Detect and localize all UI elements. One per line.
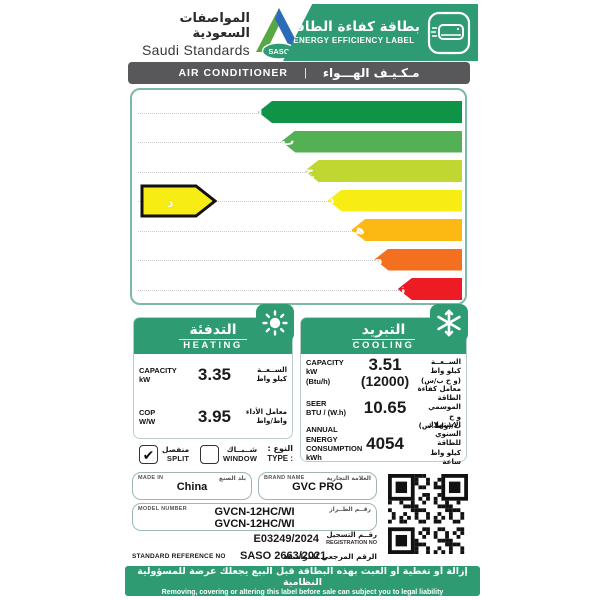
- type-label: النوع : TYPE :: [267, 444, 293, 464]
- registration-label-en: REGISTRATION NO: [326, 539, 377, 546]
- model-value-line2: GVCN-12HC/WI: [214, 518, 295, 530]
- legal-text-arabic: إزالة أو تغطية أو العبث بهذه البطاقة قبل…: [137, 566, 468, 588]
- model-label-ar: رقــم الطــراز: [329, 506, 371, 513]
- seer-row: SEER BTU / (W.h) 10.65 معامل كفاءة الطاقة…: [306, 385, 461, 430]
- qr-code: [388, 468, 468, 560]
- grade-letter: ج: [304, 163, 314, 179]
- grade-letter: هـ: [351, 222, 365, 238]
- label-title-arabic: بطاقة كفاءة الطاقة: [287, 19, 420, 36]
- model-label-en: MODEL NUMBER: [138, 506, 188, 512]
- cooling-section: التبريد COOLING CAPACITY kW (Btu/h) 3.51 (1…: [300, 304, 468, 466]
- grade-row: و: [132, 245, 465, 276]
- product-type-bar: AIR CONDITIONER | مـكـيـف الهـــواء: [128, 62, 470, 84]
- heating-header: التدفئة HEATING: [134, 304, 294, 354]
- brand-value: GVC PRO: [292, 481, 343, 493]
- split-option: ✔ منفصل SPLIT: [139, 445, 189, 464]
- made-in-label-ar: بلد الصنع: [218, 475, 246, 482]
- heating-title-arabic: التدفئة: [179, 322, 247, 340]
- cop-label: COP: [139, 407, 156, 417]
- brand-box: BRAND NAME العلامة التجارية GVC PRO: [258, 472, 377, 500]
- standard-label-en: STANDARD REFERENCE NO: [132, 553, 226, 560]
- divider: |: [303, 67, 307, 79]
- cooling-capacity-value: 3.51: [368, 354, 402, 374]
- grade-row: د: [132, 186, 465, 217]
- standard-reference-row: STANDARD REFERENCE NO SASO 2663/2021 الر…: [132, 549, 377, 564]
- sun-icon: [256, 304, 294, 342]
- registration-value: E03249/2024: [253, 533, 319, 545]
- heating-capacity-row: CAPACITY kW 3.35 الســعــة كيلو واط: [139, 365, 287, 385]
- grade-arrow: ب: [281, 130, 462, 153]
- heating-cop-row: COP W/W 3.95 معامل الأداء واط/واط: [139, 407, 287, 427]
- current-grade-pointer: د: [140, 184, 218, 217]
- legal-text-english: Removing, covering or altering this labe…: [161, 589, 444, 596]
- saso-logo-text: SASO: [268, 47, 289, 56]
- model-box: MODEL NUMBER رقــم الطــراز GVCN-12HC/WI…: [132, 503, 377, 531]
- grade-arrow: و: [374, 248, 462, 271]
- made-in-label-en: MADE IN: [138, 475, 164, 481]
- grade-row: ب: [132, 127, 465, 158]
- grade-letter: د: [327, 193, 335, 208]
- heating-section: التدفئة HEATING CAPACITY kW 3.35 الســعــ…: [133, 304, 294, 439]
- registration-label-ar: رقــم التسجيل: [326, 531, 377, 539]
- heating-capacity-unit: kW: [139, 375, 151, 384]
- grade-arrow: أ: [258, 101, 462, 123]
- cooling-title-arabic: التبريد: [351, 322, 416, 340]
- label-title-english: ENERGY EFFICIENCY LABEL: [293, 35, 415, 45]
- snowflake-icon: [430, 304, 468, 342]
- annual-energy-value: 4054: [366, 434, 404, 454]
- grade-letter: أ: [258, 104, 263, 120]
- efficiency-scale-box: أ ب ج د هـ و ز د: [130, 88, 467, 305]
- current-grade-letter: د: [166, 193, 174, 211]
- heating-capacity-value: 3.35: [197, 365, 232, 385]
- authority-name-english: Saudi Standards: [141, 41, 250, 58]
- seer-label: SEER: [306, 398, 327, 408]
- air-conditioner-icon: [427, 11, 471, 54]
- grade-row: ج: [132, 156, 465, 187]
- grade-row: هـ: [132, 215, 465, 246]
- product-name-english: AIR CONDITIONER: [178, 67, 288, 79]
- made-in-box: MADE IN بلد الصنع China: [132, 472, 252, 500]
- saudi-standards-wordmark: المواصفات السعودية Saudi Standards: [124, 11, 250, 58]
- grade-row: ز: [132, 274, 465, 305]
- brand-label-ar: العلامة التجارية: [326, 475, 371, 482]
- annual-energy-row: ANNUAL ENERGY CONSUMPTION kWh 4054 الاستهل…: [306, 421, 461, 466]
- made-in-value: China: [176, 481, 208, 493]
- grade-letter: ب: [281, 134, 295, 149]
- seer-value: 10.65: [363, 398, 407, 418]
- heating-title-english: HEATING: [183, 340, 243, 351]
- grade-row: أ: [132, 97, 465, 128]
- seer-unit: BTU / (W.h): [306, 408, 346, 417]
- cop-unit: W/W: [139, 417, 156, 426]
- model-value-line1: GVCN-12HC/WI: [214, 506, 295, 518]
- split-checkbox: ✔: [139, 445, 158, 464]
- window-checkbox: [200, 445, 219, 464]
- grade-arrow: ز: [397, 278, 462, 300]
- cooling-capacity-row: CAPACITY kW (Btu/h) 3.51 (12000) الســعــة ك…: [306, 354, 461, 389]
- standard-label-ar: الرقم المرجعي للمواصفة: [283, 552, 377, 561]
- standard-value: SASO 2663/2021: [240, 550, 327, 562]
- product-name-arabic: مـكـيـف الهـــواء: [322, 66, 420, 80]
- cooling-header: التبريد COOLING: [301, 304, 468, 354]
- unit-type-row: ✔ منفصل SPLIT شــبــاك WINDOW النوع : TY…: [133, 443, 293, 469]
- energy-label-banner: بطاقة كفاءة الطاقة ENERGY EFFICIENCY LAB…: [283, 4, 478, 61]
- grade-arrow: د: [327, 189, 462, 212]
- brand-label-en: BRAND NAME: [264, 475, 305, 481]
- cooling-capacity-btu: (12000): [360, 372, 410, 389]
- grade-arrow: هـ: [351, 219, 462, 241]
- heating-capacity-label: CAPACITY: [139, 365, 177, 375]
- legal-footer: إزالة أو تغطية أو العبث بهذه البطاقة قبل…: [125, 566, 480, 596]
- cop-value: 3.95: [197, 407, 232, 427]
- authority-name-arabic: المواصفات السعودية: [179, 11, 250, 41]
- grade-letter: ز: [397, 281, 406, 297]
- window-option: شــبــاك WINDOW: [200, 445, 257, 464]
- registration-row: E03249/2024 رقــم التسجيل REGISTRATION N…: [132, 531, 377, 548]
- grade-letter: و: [374, 252, 383, 267]
- grade-arrow: ج: [304, 160, 462, 182]
- cooling-title-english: COOLING: [352, 340, 415, 351]
